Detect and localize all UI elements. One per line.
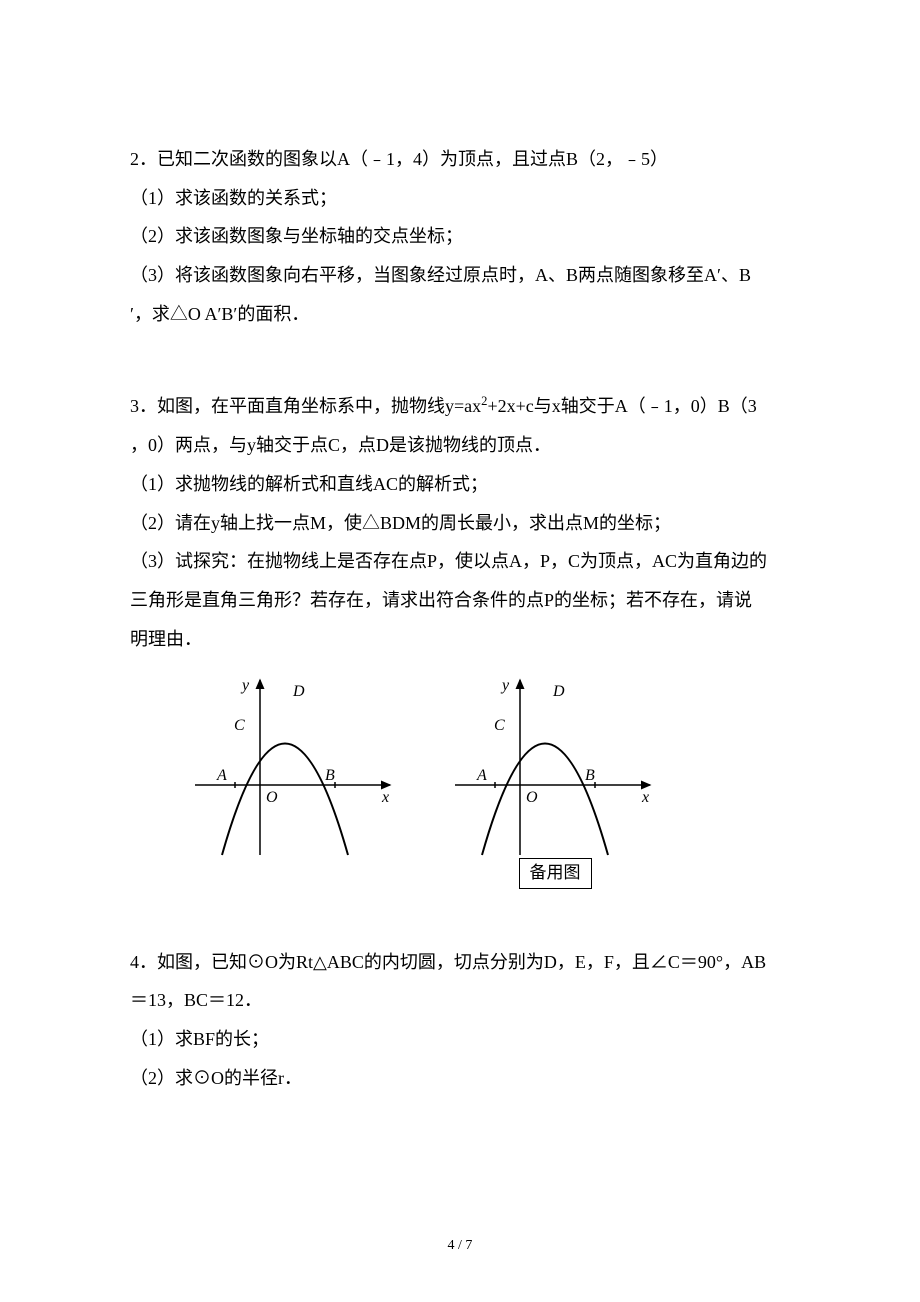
problem-3-sub-2: （2）请在y轴上找一点M，使△BDM的周长最小，求出点M的坐标； <box>130 504 790 543</box>
problem-4-lead-line-2: ＝13，BC＝12． <box>130 981 790 1020</box>
problem-3-lead-part-1: 3．如图，在平面直角坐标系中，抛物线y=ax <box>130 396 481 416</box>
label-o: O <box>266 789 278 806</box>
problem-3-figures: D C A B O x y <box>190 670 790 888</box>
parabola-chart-backup: D C A B O x y <box>450 670 660 860</box>
problem-2: 2．已知二次函数的图象以A（﹣1，4）为顶点，且过点B（2，﹣5） （1）求该函… <box>130 140 790 333</box>
problem-3-lead-line-2: ，0）两点，与y轴交于点C，点D是该抛物线的顶点． <box>130 426 790 465</box>
problem-3-sub-3-line-1: （3）试探究：在抛物线上是否存在点P，使以点A，P，C为顶点，AC为直角边的 <box>130 542 790 581</box>
label-d-backup: D <box>552 683 565 700</box>
parabola-curve-backup <box>482 744 608 856</box>
problem-3-sub-1: （1）求抛物线的解析式和直线AC的解析式； <box>130 465 790 504</box>
problem-4-sub-1: （1）求BF的长； <box>130 1020 790 1059</box>
label-o-backup: O <box>526 789 538 806</box>
label-y-axis: y <box>240 677 250 694</box>
problem-4: 4．如图，已知⊙O为Rt△ABC的内切圆，切点分别为D，E，F，且∠C＝90°，… <box>130 943 790 1098</box>
problem-3-lead-line-1: 3．如图，在平面直角坐标系中，抛物线y=ax2+2x+c与x轴交于A（﹣1，0）… <box>130 387 790 426</box>
problem-3-lead-part-2: +2x+c与x轴交于A（﹣1，0）B（3 <box>487 396 756 416</box>
problem-4-sub-2: （2）求⊙O的半径r． <box>130 1059 790 1098</box>
label-x-axis-backup: x <box>641 789 649 806</box>
problem-2-sub-3-line-2: ′，求△O A′B′的面积． <box>130 295 790 334</box>
backup-figure-label: 备用图 <box>519 858 592 888</box>
label-d: D <box>292 683 305 700</box>
problem-3-sub-3-line-2: 三角形是直角三角形？若存在，请求出符合条件的点P的坐标；若不存在，请说 <box>130 581 790 620</box>
problem-2-sub-1: （1）求该函数的关系式； <box>130 179 790 218</box>
problem-3-sub-3-line-3: 明理由． <box>130 620 790 659</box>
label-x-axis: x <box>381 789 389 806</box>
label-c: C <box>234 717 245 734</box>
label-b: B <box>325 767 335 784</box>
label-c-backup: C <box>494 717 505 734</box>
problem-2-sub-3-line-1: （3）将该函数图象向右平移，当图象经过原点时，A、B两点随图象移至A′、B <box>130 256 790 295</box>
problem-2-lead: 2．已知二次函数的图象以A（﹣1，4）为顶点，且过点B（2，﹣5） <box>130 140 790 179</box>
page-number: 4 / 7 <box>0 1238 920 1254</box>
parabola-curve <box>222 744 348 856</box>
label-b-backup: B <box>585 767 595 784</box>
problem-3: 3．如图，在平面直角坐标系中，抛物线y=ax2+2x+c与x轴交于A（﹣1，0）… <box>130 387 790 888</box>
problem-3-figure-backup: D C A B O x y 备用图 <box>450 670 660 888</box>
label-y-axis-backup: y <box>500 677 510 694</box>
problem-3-figure-main: D C A B O x y <box>190 670 400 888</box>
label-a: A <box>216 767 227 784</box>
parabola-chart-main: D C A B O x y <box>190 670 400 860</box>
problem-2-sub-2: （2）求该函数图象与坐标轴的交点坐标； <box>130 217 790 256</box>
problem-4-lead-line-1: 4．如图，已知⊙O为Rt△ABC的内切圆，切点分别为D，E，F，且∠C＝90°，… <box>130 943 790 982</box>
label-a-backup: A <box>476 767 487 784</box>
